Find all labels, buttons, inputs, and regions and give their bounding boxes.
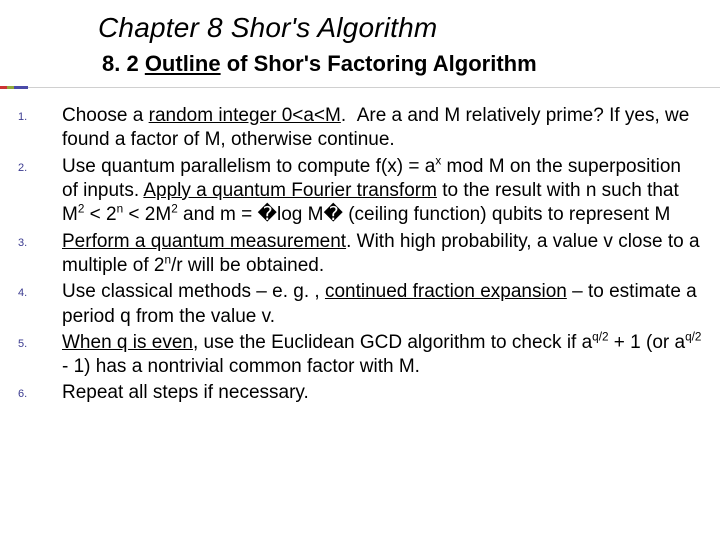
outline-word: Outline: [145, 51, 221, 76]
body: Choose a random integer 0<a<M. Are a and…: [18, 104, 702, 408]
accent-blue: [14, 86, 28, 89]
accent-green: [7, 86, 14, 89]
steps-list: Choose a random integer 0<a<M. Are a and…: [18, 104, 702, 406]
accent-bar: [0, 86, 28, 89]
step-item: Use quantum parallelism to compute f(x) …: [18, 155, 702, 228]
step-item: Use classical methods – e. g. , continue…: [18, 280, 702, 329]
chapter-title: Chapter 8 Shor's Algorithm: [98, 12, 437, 44]
step-item: When q is even, use the Euclidean GCD al…: [18, 331, 702, 380]
step-item: Choose a random integer 0<a<M. Are a and…: [18, 104, 702, 153]
divider-line: [28, 87, 720, 88]
section-subtitle: 8. 2 Outline of Shor's Factoring Algorit…: [102, 51, 537, 77]
subtitle-rest: of Shor's Factoring Algorithm: [221, 51, 537, 76]
step-item: Perform a quantum measurement. With high…: [18, 230, 702, 279]
section-number: 8. 2: [102, 51, 145, 76]
slide: Chapter 8 Shor's Algorithm 8. 2 Outline …: [0, 0, 720, 540]
step-item: Repeat all steps if necessary.: [18, 381, 702, 405]
accent-red: [0, 86, 7, 89]
